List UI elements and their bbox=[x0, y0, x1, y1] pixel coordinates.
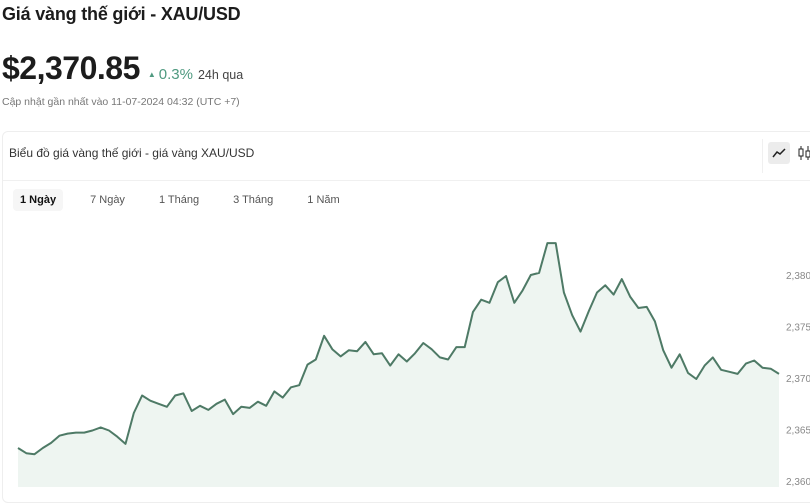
tab-3-months[interactable]: 3 Tháng bbox=[233, 194, 274, 206]
y-tick-label: 2,360 bbox=[786, 477, 810, 488]
y-tick-label: 2,370 bbox=[786, 374, 810, 385]
page-title: Giá vàng thế giới - XAU/USD bbox=[2, 4, 241, 24]
price-change: ▲ 0.3% bbox=[148, 66, 193, 83]
card-divider bbox=[3, 180, 810, 181]
y-tick-label: 2,365 bbox=[786, 426, 810, 437]
period-tabs: 1 Ngày 7 Ngày 1 Tháng 3 Tháng 1 Năm bbox=[13, 189, 347, 211]
current-price: $2,370.85 bbox=[2, 50, 140, 86]
y-tick-label: 2,375 bbox=[786, 323, 810, 334]
tab-7-days[interactable]: 7 Ngày bbox=[90, 194, 125, 206]
line-chart-icon bbox=[772, 148, 786, 158]
y-tick-label: 2,380 bbox=[786, 271, 810, 282]
candlestick-chart-icon bbox=[798, 146, 810, 160]
tab-1-year[interactable]: 1 Năm bbox=[307, 194, 340, 206]
change-percent: 0.3% bbox=[158, 66, 193, 83]
tab-1-month[interactable]: 1 Tháng bbox=[158, 194, 200, 206]
tab-1-day[interactable]: 1 Ngày bbox=[13, 189, 64, 211]
chart-card-title: Biểu đồ giá vàng thế giới - giá vàng XAU… bbox=[9, 146, 255, 160]
change-period: 24h qua bbox=[197, 68, 244, 82]
chart-area-fill bbox=[18, 243, 779, 487]
chart-price-line bbox=[17, 242, 780, 456]
candlestick-chart-button[interactable] bbox=[794, 142, 810, 164]
toolbar-divider bbox=[762, 139, 763, 173]
last-updated: Cập nhật gần nhất vào 11-07-2024 04:32 (… bbox=[2, 96, 240, 108]
triangle-up-icon: ▲ bbox=[147, 70, 156, 79]
line-chart-button[interactable] bbox=[768, 142, 790, 164]
price-row: $2,370.85 ▲ 0.3% 24h qua bbox=[2, 50, 243, 87]
